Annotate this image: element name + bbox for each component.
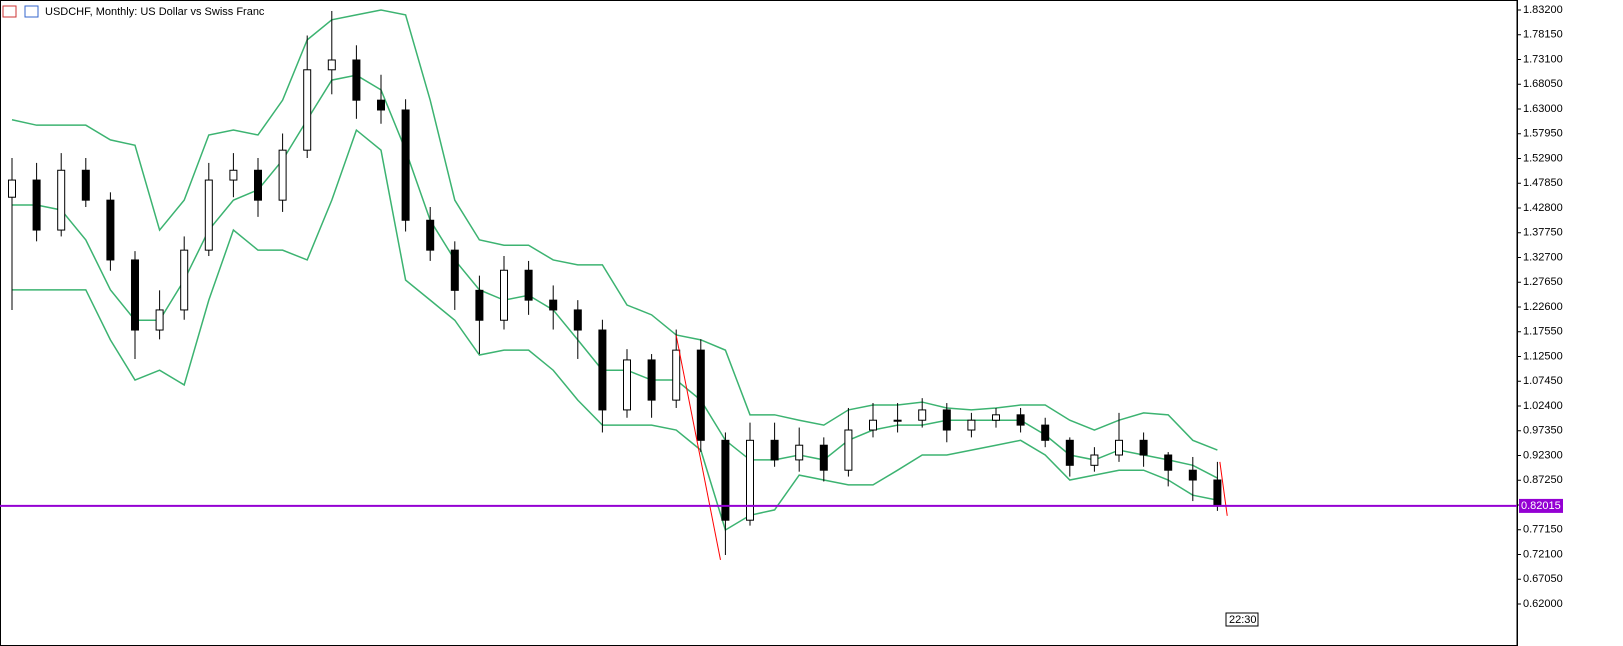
candle-body xyxy=(155,309,164,331)
candle-body xyxy=(32,179,41,231)
y-tick-label: 1.42800 xyxy=(1523,202,1563,214)
price-label-box xyxy=(1519,498,1563,513)
y-tick-label: 1.63000 xyxy=(1523,103,1563,115)
y-tick-label: 0.87250 xyxy=(1523,474,1563,486)
candle-body xyxy=(278,149,287,201)
candle-body xyxy=(1041,424,1050,441)
candle-body xyxy=(1164,454,1173,471)
candle-body xyxy=(303,69,312,151)
band-middle xyxy=(12,74,1218,479)
candle-body xyxy=(746,439,754,521)
y-tick-label: 1.02400 xyxy=(1523,400,1563,412)
chart-title: USDCHF, Monthly: US Dollar vs Swiss Fran… xyxy=(45,6,265,18)
candle-body xyxy=(401,109,410,221)
y-tick-label: 1.83200 xyxy=(1523,4,1563,16)
y-tick-label: 0.97350 xyxy=(1523,425,1563,437)
candle-body xyxy=(106,199,115,261)
y-tick-label: 1.32700 xyxy=(1523,251,1563,263)
candle-body xyxy=(1139,439,1148,456)
candle-body xyxy=(672,349,681,401)
candle-body xyxy=(327,59,336,71)
y-tick-label: 0.77150 xyxy=(1523,524,1563,536)
candle-body xyxy=(967,419,976,431)
time-label: 22:30 xyxy=(1229,614,1257,626)
candle-body xyxy=(549,299,558,311)
candle-body xyxy=(869,419,877,431)
candle-body xyxy=(942,409,951,431)
candle-body xyxy=(524,269,533,301)
band-upper xyxy=(11,9,1218,451)
candle-body xyxy=(229,169,238,181)
candle-body xyxy=(1090,454,1099,466)
candle-body xyxy=(598,329,607,411)
candle-body xyxy=(254,169,262,201)
candle-body xyxy=(352,59,361,101)
y-tick-label: 1.57950 xyxy=(1523,128,1563,140)
candle-body xyxy=(1115,439,1123,456)
y-tick-label: 1.68050 xyxy=(1523,78,1563,90)
band-lower xyxy=(12,128,1218,532)
trendline xyxy=(675,335,721,560)
y-tick-label: 0.72100 xyxy=(1523,548,1563,560)
candle-body xyxy=(1213,479,1222,507)
candle-body xyxy=(623,359,631,411)
y-tick-label: 1.27650 xyxy=(1523,276,1563,288)
candle-body xyxy=(819,444,828,471)
candle-body xyxy=(475,289,484,321)
candle-body xyxy=(647,359,656,401)
candle-body xyxy=(1188,469,1197,481)
y-tick-label: 1.73100 xyxy=(1523,53,1563,65)
candle-body xyxy=(426,219,435,251)
y-tick-label: 0.92300 xyxy=(1523,449,1563,461)
y-tick-label: 1.37750 xyxy=(1523,227,1563,239)
plot-frame xyxy=(0,0,1518,646)
candle-body xyxy=(721,439,730,521)
y-tick-label: 1.47850 xyxy=(1523,177,1563,189)
candle-body xyxy=(8,179,16,198)
candle-body xyxy=(377,99,385,111)
time-label-box xyxy=(1225,612,1259,627)
y-tick-label: 1.17550 xyxy=(1523,326,1563,338)
candle-body xyxy=(918,409,927,421)
y-tick-label: 0.67050 xyxy=(1523,573,1563,585)
candle-body xyxy=(180,249,189,311)
price-label: 0.82015 xyxy=(1521,500,1561,512)
candle-body xyxy=(770,439,779,461)
y-tick-label: 1.52900 xyxy=(1523,152,1563,164)
candle-body xyxy=(893,419,902,422)
candle-body xyxy=(450,249,459,291)
candle-body xyxy=(81,169,90,201)
y-tick-label: 1.07450 xyxy=(1523,375,1563,387)
icon xyxy=(2,5,17,18)
candle-body xyxy=(1065,439,1074,466)
candle-body xyxy=(131,259,139,331)
candle-body xyxy=(696,349,705,441)
candle-body xyxy=(500,269,508,321)
y-tick-label: 1.12500 xyxy=(1523,350,1563,362)
candle-body xyxy=(992,414,1000,421)
candle-body xyxy=(204,179,213,251)
candle-body xyxy=(57,169,66,231)
candle-body xyxy=(795,444,804,461)
icon xyxy=(24,5,39,18)
candle-body xyxy=(844,429,853,471)
y-tick-label: 1.22600 xyxy=(1523,301,1563,313)
y-tick-label: 0.62000 xyxy=(1523,598,1563,610)
y-tick-label: 1.78150 xyxy=(1523,29,1563,41)
candle-body xyxy=(1016,414,1025,426)
candle-body xyxy=(573,309,582,331)
